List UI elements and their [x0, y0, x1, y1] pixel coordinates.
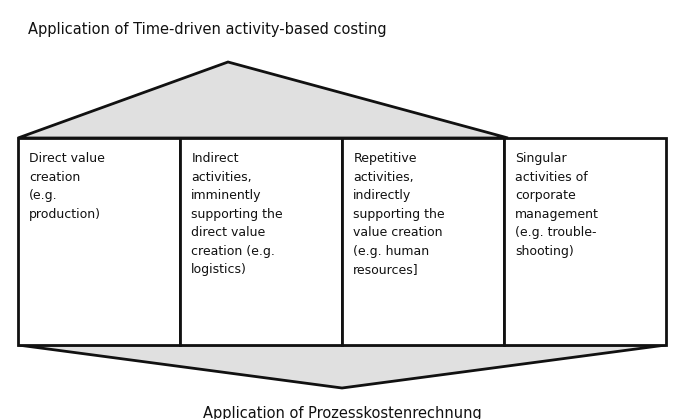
Polygon shape [18, 62, 508, 138]
Text: Singular
activities of
corporate
management
(e.g. trouble-
shooting): Singular activities of corporate managem… [515, 152, 599, 258]
Bar [180, 138, 342, 345]
Text: Application of Time-driven activity-based costing: Application of Time-driven activity-base… [28, 22, 386, 37]
Bar [504, 138, 666, 345]
Bar [18, 138, 180, 345]
Polygon shape [18, 345, 666, 388]
Text: Repetitive
activities,
indirectly
supporting the
value creation
(e.g. human
reso: Repetitive activities, indirectly suppor… [354, 152, 445, 276]
Bar [342, 138, 504, 345]
Text: Application of Prozesskostenrechnung: Application of Prozesskostenrechnung [202, 406, 482, 419]
Text: Direct value
creation
(e.g.
production): Direct value creation (e.g. production) [29, 152, 105, 220]
Text: Indirect
activities,
imminently
supporting the
direct value
creation (e.g.
logis: Indirect activities, imminently supporti… [192, 152, 283, 276]
